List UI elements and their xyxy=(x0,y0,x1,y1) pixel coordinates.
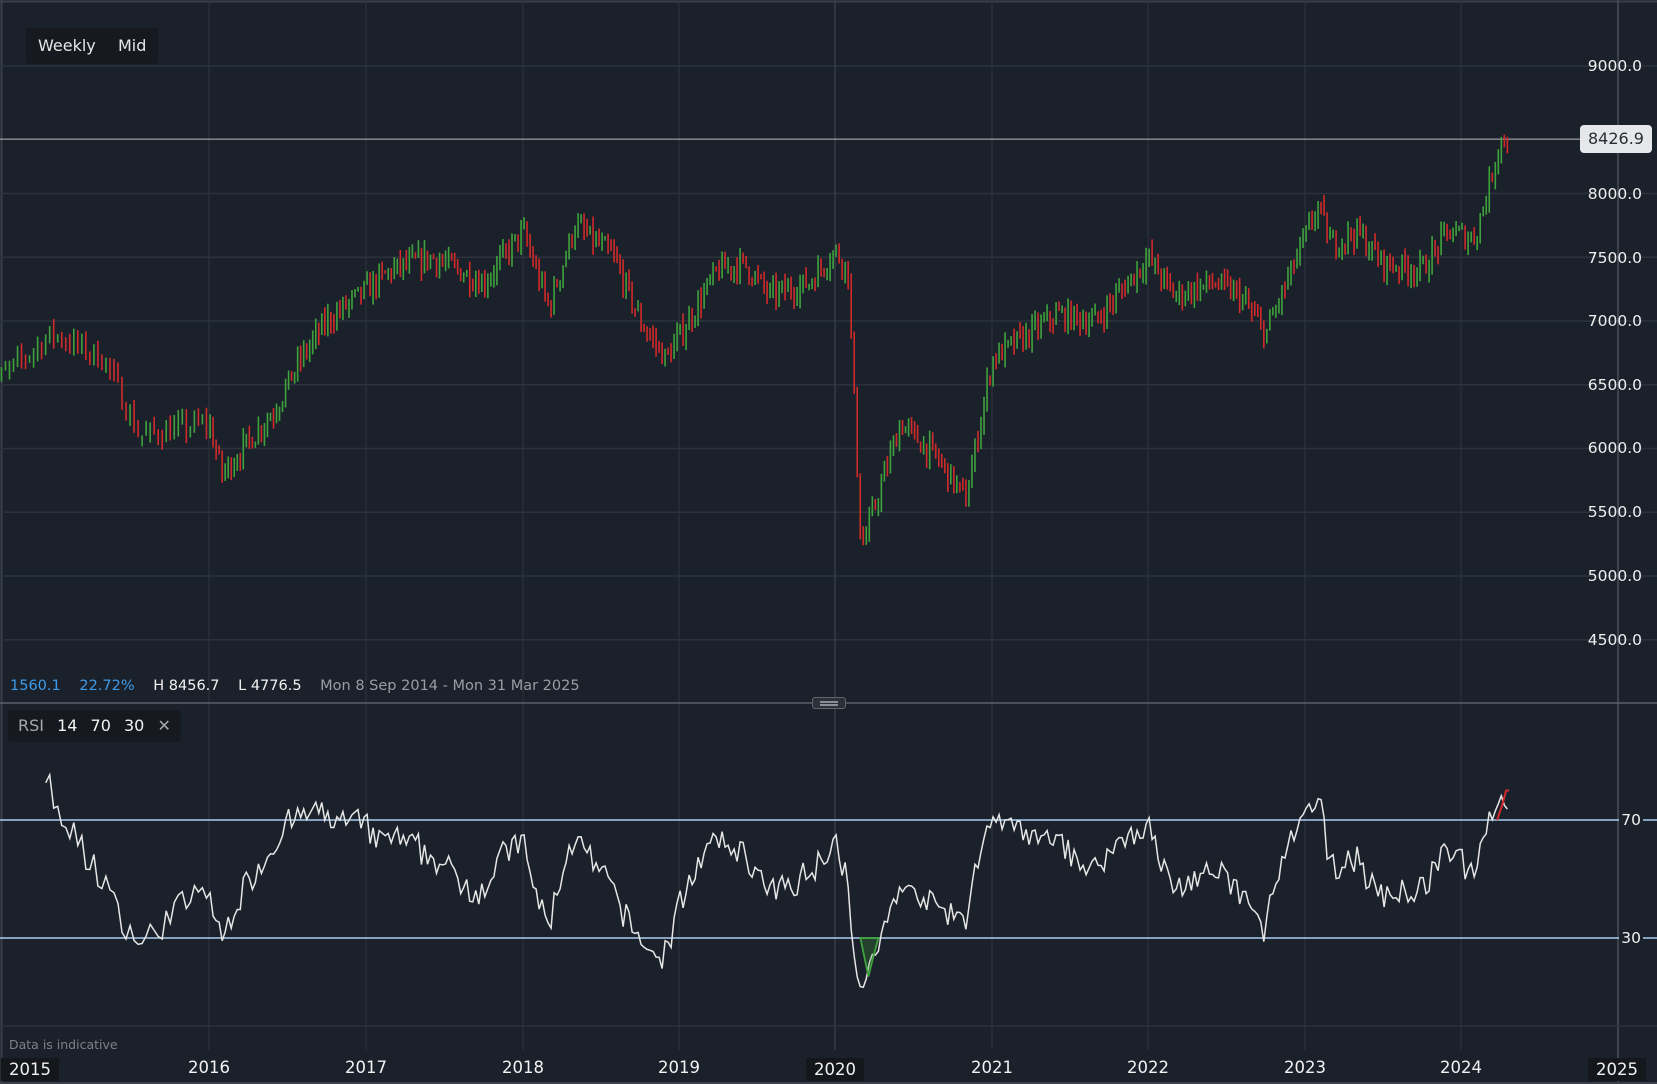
y-axis-label: 6000.0 xyxy=(1587,439,1642,457)
disclaimer: Data is indicative xyxy=(9,1037,118,1052)
price-stats: 1560.1 22.72% H 8456.7 L 4776.5 Mon 8 Se… xyxy=(10,678,594,694)
x-axis-label: 2023 xyxy=(1284,1058,1326,1077)
y-axis-label: 8000.0 xyxy=(1587,185,1642,203)
current-price-tag: 8426.9 xyxy=(1580,125,1652,153)
rsi-oversold: 30 xyxy=(124,716,145,735)
x-axis-label: 2016 xyxy=(188,1058,230,1077)
x-axis-label: 2022 xyxy=(1127,1058,1169,1077)
y-axis-label: 5500.0 xyxy=(1587,503,1642,521)
x-axis-label: 2019 xyxy=(658,1058,700,1077)
x-axis-label: 2015 xyxy=(1,1058,59,1081)
rsi-overbought: 70 xyxy=(90,716,111,735)
y-axis-label: 4500.0 xyxy=(1587,631,1642,649)
rsi-level-70: 70 xyxy=(1619,811,1643,829)
x-axis-label: 2018 xyxy=(502,1058,544,1077)
x-axis-label: 2020 xyxy=(806,1058,864,1081)
rsi-name: RSI xyxy=(18,716,44,735)
rsi-period: 14 xyxy=(57,716,78,735)
price-type-button[interactable]: Mid xyxy=(106,28,159,64)
x-axis-label: 2021 xyxy=(971,1058,1013,1077)
close-icon[interactable]: ✕ xyxy=(157,716,171,735)
date-range: Mon 8 Sep 2014 - Mon 31 Mar 2025 xyxy=(320,678,580,694)
y-axis-label: 5000.0 xyxy=(1587,567,1642,585)
high-value: H 8456.7 xyxy=(153,678,220,694)
x-axis-label: 2024 xyxy=(1440,1058,1482,1077)
y-axis-label: 9000.0 xyxy=(1587,57,1642,75)
change-percent: 22.72% xyxy=(79,678,135,694)
x-axis-label: 2025 xyxy=(1588,1058,1646,1081)
panel-resize-handle[interactable] xyxy=(812,697,846,709)
y-axis-label: 7000.0 xyxy=(1587,312,1642,330)
low-value: L 4776.5 xyxy=(238,678,302,694)
rsi-indicator-legend[interactable]: RSI 14 70 30 ✕ xyxy=(8,710,181,742)
rsi-level-30: 30 xyxy=(1619,929,1643,947)
y-axis-label: 7500.0 xyxy=(1587,249,1642,267)
interval-button[interactable]: Weekly xyxy=(26,28,108,64)
x-axis-label: 2017 xyxy=(345,1058,387,1077)
change-value: 1560.1 xyxy=(10,678,61,694)
y-axis-label: 6500.0 xyxy=(1587,376,1642,394)
